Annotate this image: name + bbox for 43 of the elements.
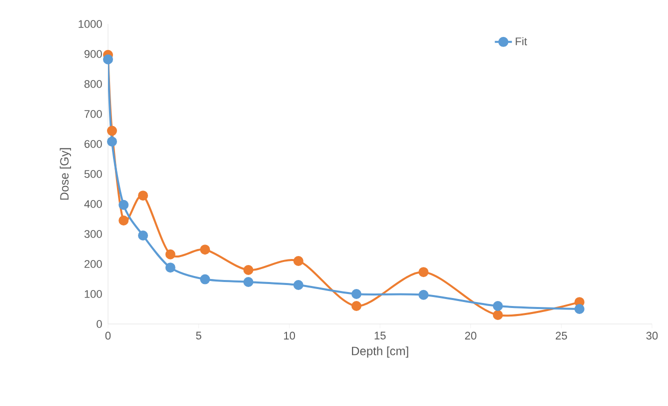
point [293,256,304,266]
x-tick-label: 15 [374,332,386,340]
point [200,244,210,255]
y-tick-label: 800 [84,80,102,88]
point [243,264,254,275]
point [103,54,114,64]
legend-label: Fit [516,37,528,46]
x-axis-title: Depth [cm] [352,346,408,358]
x-tick-label: 20 [465,332,476,340]
point [107,136,117,147]
y-tick-label: 400 [84,200,102,208]
x-tick-label: 5 [196,332,202,340]
y-tick-label: 300 [84,230,102,238]
y-tick-label: 600 [84,140,102,148]
point [351,300,362,311]
x-tick-label: 30 [646,332,658,340]
point [165,262,176,273]
point [165,249,176,260]
point [118,200,129,210]
y-tick-label: 100 [84,290,102,298]
point [574,304,584,314]
y-axis-title: Dose [Gy] [60,148,72,200]
y-tick-label: 700 [84,110,102,118]
y-tick-label: 1000 [78,20,102,28]
y-tick-label: 900 [84,50,102,58]
point [138,190,148,201]
point [418,267,429,278]
point [243,276,254,287]
point [200,274,210,284]
x-tick-label: 10 [284,332,296,340]
x-tick-label: 0 [105,332,111,340]
y-tick-label: 500 [84,170,102,178]
y-tick-label: 0 [96,320,102,328]
point [492,300,503,311]
point [418,290,429,300]
y-tick-label: 200 [84,260,102,268]
point [118,215,129,226]
point [492,310,503,320]
point [351,288,362,299]
point [138,230,148,240]
point [293,280,304,290]
point [107,126,117,136]
x-tick-label: 25 [556,332,567,340]
